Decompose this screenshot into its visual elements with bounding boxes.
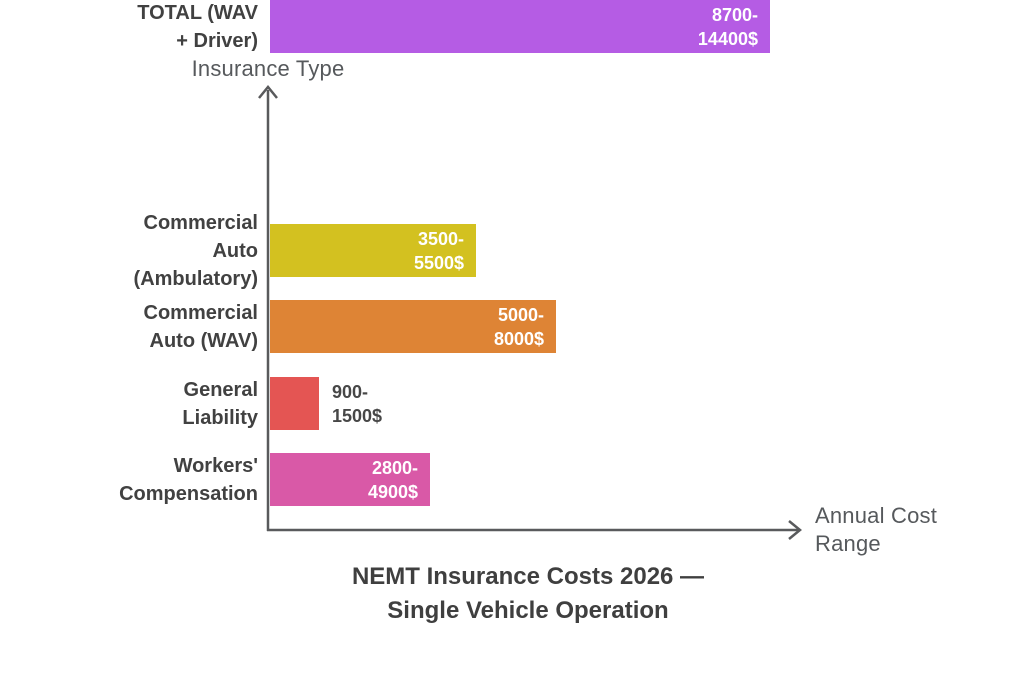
bar-commercial-auto-ambulatory: 3500- 5500$ (270, 224, 476, 277)
category-label: TOTAL (WAV + Driver) (137, 1, 258, 52)
category-label: Workers' Compensation (119, 454, 258, 505)
bar-row-general-liability: General Liability 900- 1500$ (0, 377, 1024, 430)
category-label: General Liability (182, 378, 258, 429)
bar-total-wav-driver: 8700- 14400$ (270, 0, 770, 53)
bar-commercial-auto-wav: 5000- 8000$ (270, 300, 556, 353)
x-axis-arrow-icon (788, 520, 802, 540)
bar-row-workers-compensation: Workers' Compensation 2800- 4900$ (0, 453, 1024, 506)
bar-row-total-wav-driver: TOTAL (WAV + Driver) 8700- 14400$ (0, 0, 1024, 53)
y-axis-arrow-icon (258, 85, 278, 99)
bar-value-label: 2800- 4900$ (367, 457, 418, 502)
bar-general-liability: 900- 1500$ (270, 377, 382, 430)
bar-value-label: 8700- 14400$ (697, 4, 758, 49)
bar-value-label: 900- 1500$ (332, 381, 383, 426)
x-axis-title: Annual Cost Range (815, 503, 938, 556)
bar-value-label: 3500- 5500$ (413, 228, 464, 273)
bar-workers-compensation: 2800- 4900$ (270, 453, 430, 506)
category-label: Commercial Auto (Ambulatory) (133, 211, 258, 290)
bar-row-commercial-auto-ambulatory: Commercial Auto (Ambulatory) 3500- 5500$ (0, 212, 1024, 290)
chart-title: NEMT Insurance Costs 2026 — Single Vehic… (351, 563, 705, 624)
y-axis-title: Insurance Type (191, 56, 345, 81)
bar-row-commercial-auto-wav: Commercial Auto (WAV) 5000- 8000$ (0, 300, 1024, 353)
category-label: Commercial Auto (WAV) (143, 301, 259, 352)
bar-value-label: 5000- 8000$ (493, 304, 544, 349)
